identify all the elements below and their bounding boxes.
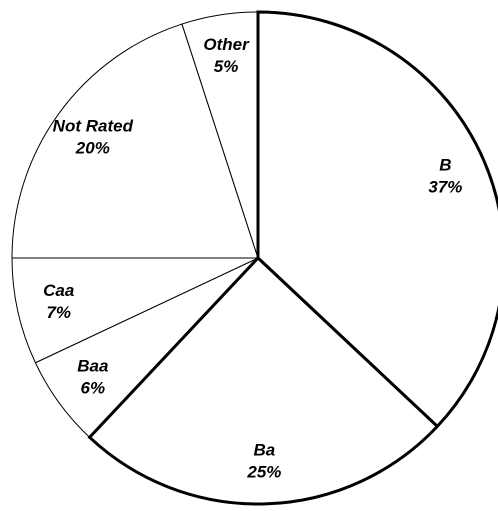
slice-value-label: 7% xyxy=(46,303,71,322)
pie-slice xyxy=(87,255,440,506)
slice-value-label: 37% xyxy=(428,177,462,196)
slice-value-label: 6% xyxy=(81,378,106,397)
pie-slice xyxy=(256,10,498,429)
slice-label: Baa xyxy=(77,356,108,375)
pie-slice xyxy=(11,257,259,364)
slice-label: Not Rated xyxy=(53,116,134,135)
slice-value-label: 25% xyxy=(246,463,281,482)
slice-label: B xyxy=(439,155,451,174)
slice-label: Caa xyxy=(43,281,74,300)
slice-label: Ba xyxy=(254,441,276,460)
slice-value-label: 5% xyxy=(214,57,239,76)
slice-value-label: 20% xyxy=(75,138,110,157)
pie-slice xyxy=(11,23,259,259)
slice-label: Other xyxy=(203,35,250,54)
